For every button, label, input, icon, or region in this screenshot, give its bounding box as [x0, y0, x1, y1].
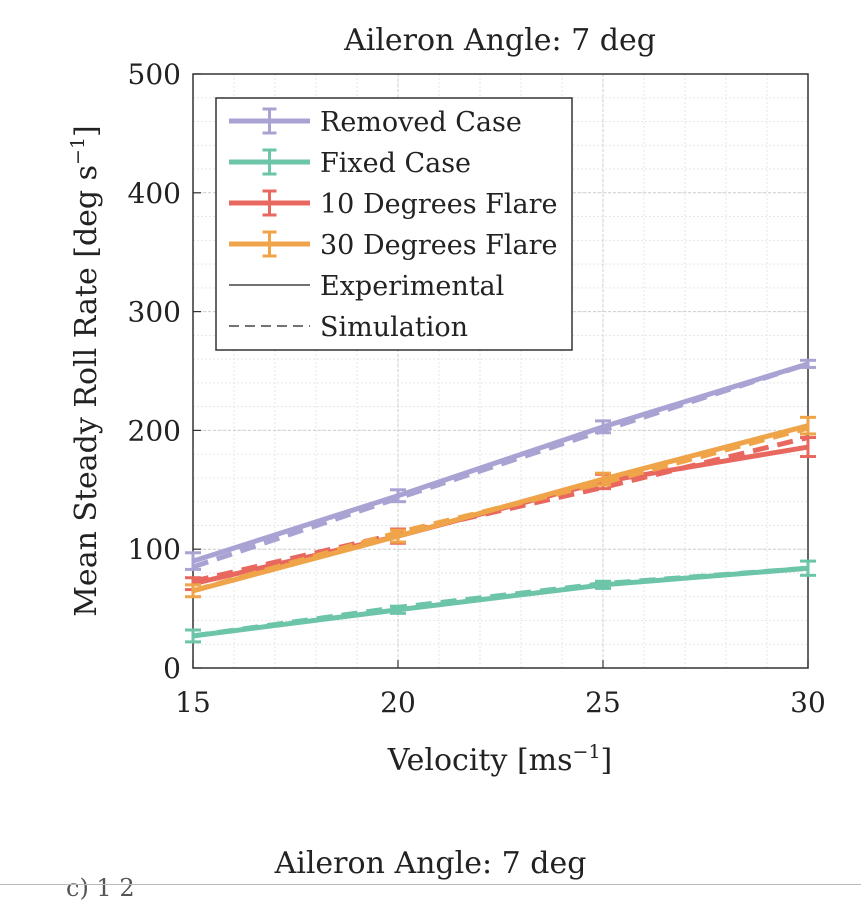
series-layer [185, 358, 816, 644]
cut-off-fragment: c) 1 2 [66, 874, 135, 902]
x-tick-label: 25 [585, 686, 621, 719]
experimental-line-fixed-case [192, 565, 809, 639]
legend-label-30-degrees-flare: 30 Degrees Flare [320, 230, 558, 261]
y-axis-label-end: ] [69, 125, 104, 137]
x-tick-label: 15 [175, 686, 211, 719]
y-axis-label: Mean Steady Roll Rate [deg s−1] [67, 125, 104, 617]
legend-label-simulation: Simulation [320, 312, 468, 343]
x-axis-label-end: ] [601, 743, 613, 778]
x-tick-label: 20 [380, 686, 416, 719]
experimental-line-30-degrees-flare [192, 423, 809, 594]
legend-label-experimental: Experimental [320, 271, 504, 302]
y-tick-label: 200 [128, 414, 181, 447]
y-axis-label-sup: −1 [67, 137, 89, 165]
y-tick-label: 300 [128, 296, 181, 329]
experimental-line-removed-case [192, 361, 809, 564]
legend-label-removed-case: Removed Case [320, 107, 522, 138]
y-tick-label: 400 [128, 177, 181, 210]
y-tick-label: 0 [163, 652, 181, 685]
y-tick-label: 100 [128, 533, 181, 566]
x-axis-label-sup: −1 [573, 741, 601, 763]
next-chart-title: Aileron Angle: 7 deg [274, 846, 587, 881]
x-axis-label-text: Velocity [ms [387, 743, 573, 778]
legend-box [215, 97, 573, 351]
page-edge-divider [0, 884, 861, 885]
legend: Removed Case Fixed Case 10 Degrees Flare 30… [215, 97, 573, 351]
x-tick-label: 30 [790, 686, 826, 719]
y-axis-label-text: Mean Steady Roll Rate [deg s [69, 165, 104, 617]
legend-label-10-degrees-flare: 10 Degrees Flare [320, 189, 558, 220]
y-tick-label: 500 [128, 58, 181, 91]
plot-frame [192, 73, 809, 669]
experimental-line-10-degrees-flare [192, 444, 809, 587]
x-axis-label: Velocity [ms−1] [387, 741, 613, 778]
legend-label-fixed-case: Fixed Case [320, 148, 471, 179]
chart-title: Aileron Angle: 7 deg [343, 23, 656, 58]
